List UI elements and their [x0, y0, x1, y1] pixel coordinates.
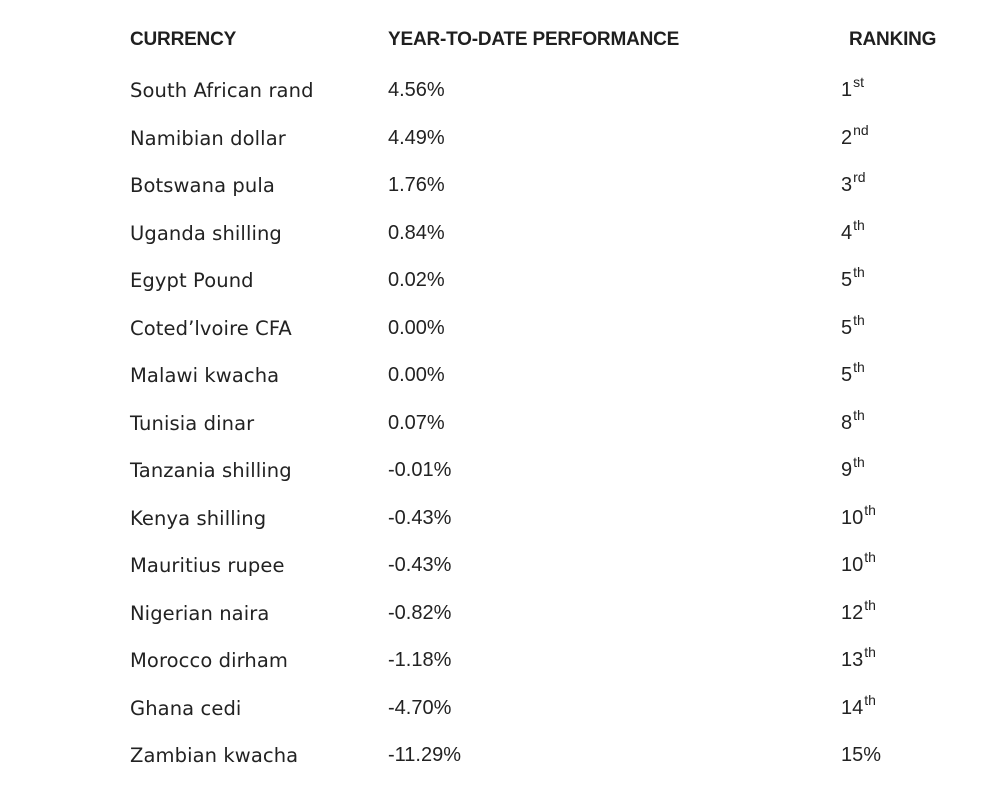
table-row: Mauritius rupee -0.43% 10th [0, 518, 981, 577]
table-row: Egypt Pound 0.02% 5th [0, 233, 981, 292]
table-row: Tunisia dinar 0.07% 8th [0, 376, 981, 435]
table-row: Botswana pula 1.76% 3rd [0, 138, 981, 197]
table-body: South African rand 4.56% 1st Namibian dolla… [0, 43, 981, 767]
rank-number: 14 [841, 696, 864, 719]
ranking: 5th [841, 313, 865, 340]
currency-name: Botswana pula [130, 174, 275, 197]
rank-suffix: rd [853, 169, 866, 186]
table-row: Nigerian naira -0.82% 12th [0, 566, 981, 625]
rank-suffix: st [853, 74, 865, 91]
rank-suffix: th [853, 406, 865, 423]
currency-name: Coted’lvoire CFA [130, 316, 292, 340]
rank-number: 4 [841, 221, 853, 244]
ytd-performance: 0.00% [388, 316, 445, 339]
ranking: 13th [841, 645, 876, 672]
rank-suffix: th [853, 216, 865, 233]
rank-suffix: th [853, 311, 865, 328]
ytd-performance: -0.43% [388, 554, 452, 576]
ytd-performance: 0.00% [388, 364, 445, 386]
rank-number: 5 [841, 364, 853, 386]
table-header-row: CURRENCY YEAR-TO-DATE PERFORMANCE RANKIN… [0, 0, 981, 50]
rank-number: 1 [841, 79, 853, 101]
rank-suffix: th [853, 359, 865, 376]
currency-name: Ghana cedi [130, 696, 242, 720]
header-ranking: RANKING [849, 29, 937, 50]
rank-number: 5 [841, 316, 853, 339]
currency-name: Malawi kwacha [130, 364, 280, 387]
rank-number: 3 [841, 174, 853, 196]
rank-suffix: th [853, 264, 865, 281]
rank-suffix: th [853, 454, 865, 471]
rank-suffix: th [864, 691, 876, 708]
currency-name: Tunisia dinar [130, 411, 255, 435]
currency-name: Kenya shilling [130, 506, 267, 530]
ytd-performance: -0.01% [388, 459, 452, 481]
rank-number: 8 [841, 411, 853, 434]
ranking: 2nd [841, 123, 869, 150]
table-row: South African rand 4.56% 1st [0, 43, 981, 102]
rank-number: 10 [841, 506, 864, 529]
ytd-performance: 4.56% [388, 79, 445, 101]
ranking: 1st [841, 75, 864, 102]
ranking: 3rd [841, 170, 866, 197]
rank-number: 15% [841, 744, 882, 766]
currency-name: South African rand [130, 79, 314, 102]
currency-name: Mauritius rupee [130, 554, 285, 577]
rank-suffix: nd [853, 121, 869, 138]
rank-number: 13 [841, 649, 864, 671]
ytd-performance: 1.76% [388, 174, 445, 196]
rank-suffix: th [864, 644, 876, 661]
header-currency: CURRENCY [130, 29, 237, 50]
table-row: Malawi kwacha 0.00% 5th [0, 328, 981, 387]
ranking: 9th [841, 455, 865, 482]
ytd-performance: 0.07% [388, 411, 445, 434]
table-row: Coted’lvoire CFA 0.00% 5th [0, 281, 981, 340]
table-row: Ghana cedi -4.70% 14th [0, 661, 981, 720]
table-row: Zambian kwacha -11.29% 15% [0, 708, 981, 767]
currency-name: Zambian kwacha [130, 744, 299, 767]
ytd-performance: -1.18% [388, 649, 452, 671]
ytd-performance: -4.70% [388, 696, 452, 719]
header-performance: YEAR-TO-DATE PERFORMANCE [388, 29, 680, 50]
ytd-performance: -11.29% [388, 744, 462, 766]
currency-name: Morocco dirham [130, 649, 289, 672]
rank-number: 9 [841, 459, 853, 481]
currency-ranking-table: CURRENCY YEAR-TO-DATE PERFORMANCE RANKIN… [0, 0, 981, 767]
ranking: 5th [841, 360, 865, 387]
ytd-performance: 0.84% [388, 221, 445, 244]
currency-name: Egypt Pound [130, 269, 254, 292]
rank-number: 5 [841, 269, 853, 291]
ranking: 14th [841, 693, 876, 720]
table-row: Morocco dirham -1.18% 13th [0, 613, 981, 672]
ytd-performance: -0.43% [388, 506, 452, 529]
currency-name: Tanzania shilling [130, 459, 292, 482]
table-row: Tanzania shilling -0.01% 9th [0, 423, 981, 482]
rank-number: 12 [841, 601, 864, 624]
rank-suffix: th [864, 596, 876, 613]
table-row: Kenya shilling -0.43% 10th [0, 471, 981, 530]
ytd-performance: -0.82% [388, 601, 452, 624]
currency-name: Nigerian naira [130, 601, 270, 625]
ytd-performance: 4.49% [388, 126, 445, 149]
table-row: Uganda shilling 0.84% 4th [0, 186, 981, 245]
table-row: Namibian dollar 4.49% 2nd [0, 91, 981, 150]
ranking: 10th [841, 550, 876, 577]
rank-suffix: th [864, 501, 876, 518]
ranking: 12th [841, 598, 876, 625]
rank-number: 10 [841, 554, 864, 576]
ytd-performance: 0.02% [388, 269, 445, 291]
rank-number: 2 [841, 126, 853, 149]
ranking: 4th [841, 218, 865, 245]
ranking: 5th [841, 265, 865, 292]
ranking: 8th [841, 408, 865, 435]
rank-suffix: th [864, 549, 876, 566]
ranking: 15% [841, 744, 882, 767]
currency-name: Namibian dollar [130, 126, 286, 150]
currency-name: Uganda shilling [130, 221, 282, 245]
ranking: 10th [841, 503, 876, 530]
